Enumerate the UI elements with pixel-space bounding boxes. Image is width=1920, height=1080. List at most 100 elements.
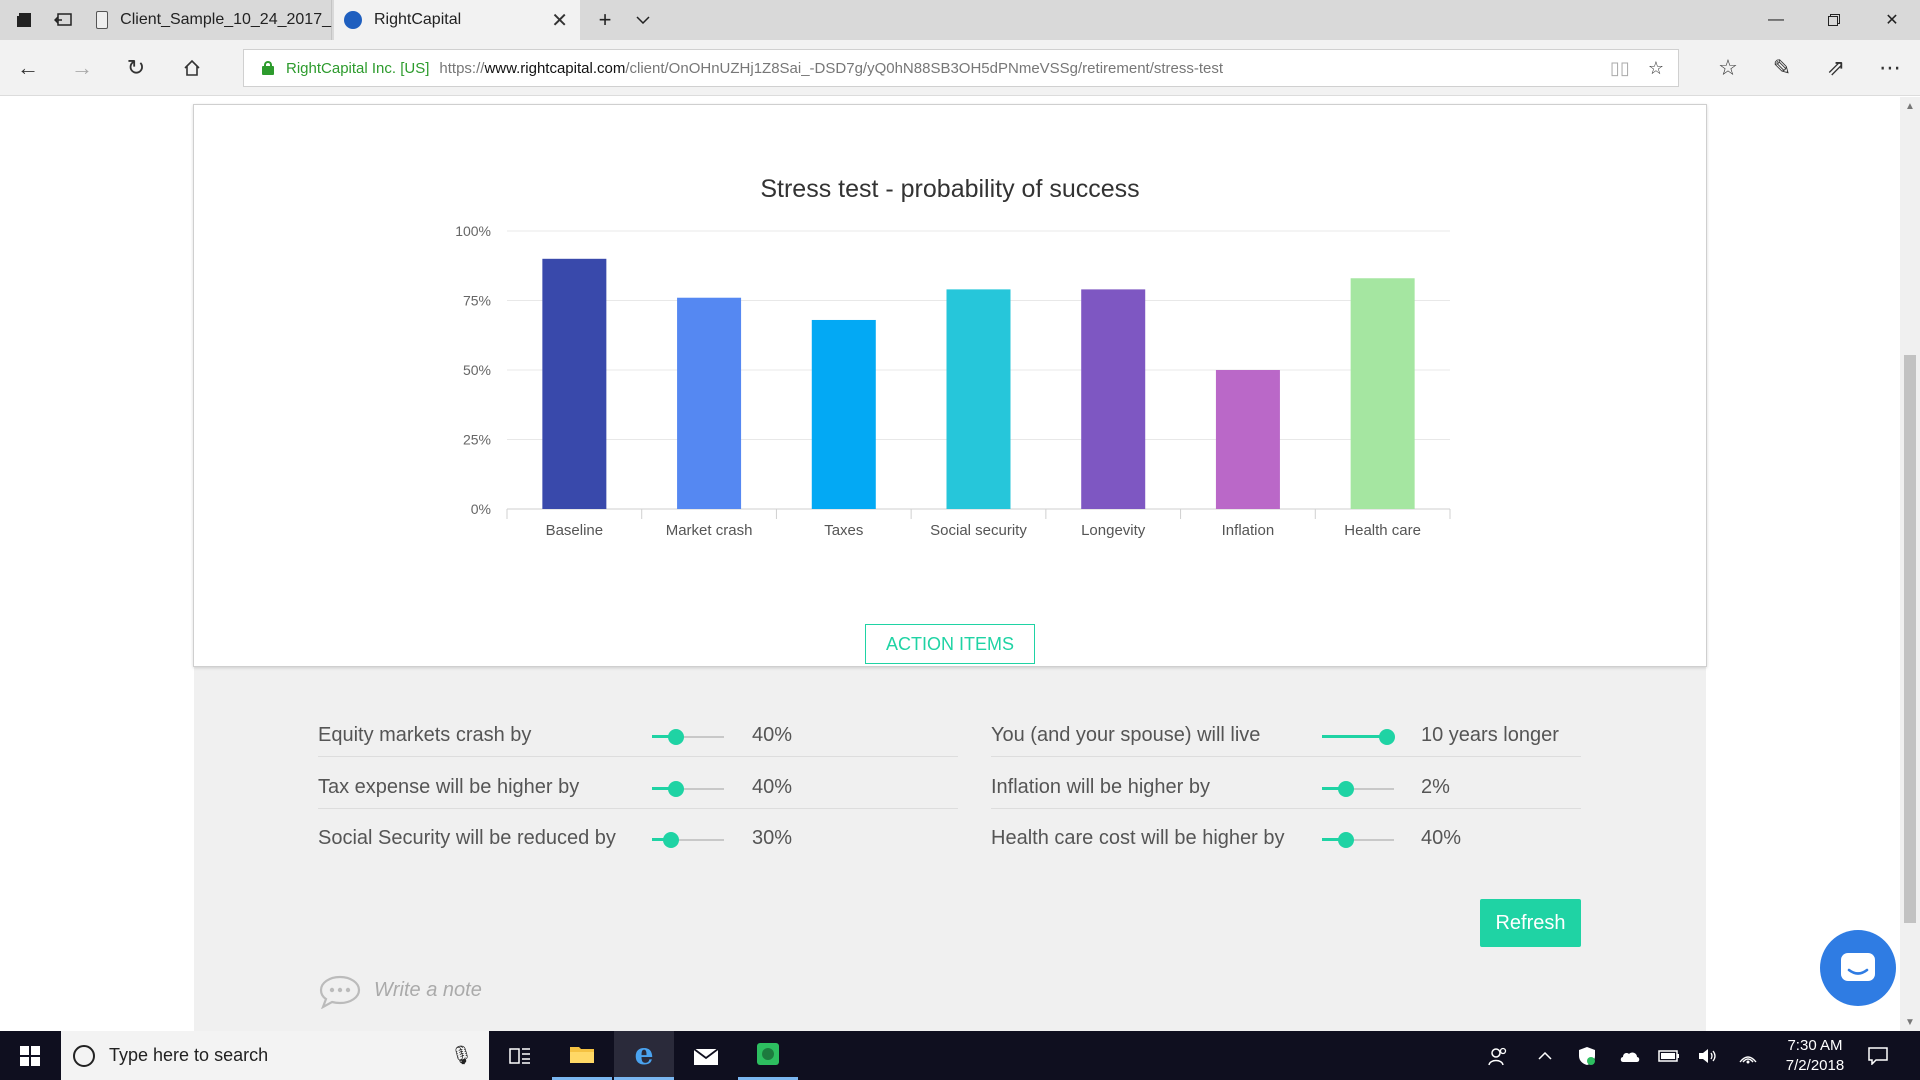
refresh-button[interactable]: Refresh [1480,899,1581,947]
web-note-icon[interactable]: ✎ [1772,55,1792,80]
favorites-hub-icon[interactable]: ☆ [1718,55,1738,80]
mail-icon[interactable] [676,1031,736,1080]
slider-knob[interactable] [1378,729,1395,745]
slider-label: Health care cost will be higher by [991,827,1285,849]
slider-track[interactable] [1322,839,1394,841]
page-scrollbar[interactable]: ▲ ▼ [1900,97,1920,1031]
taskbar-search[interactable]: Type here to search 🎙 [61,1031,489,1080]
scroll-thumb[interactable] [1904,355,1916,923]
slider-knob[interactable] [663,832,680,848]
slider-label: Tax expense will be higher by [318,776,580,798]
battery-icon[interactable] [1658,1031,1680,1080]
tab-title: Client_Sample_10_24_2017_ [120,11,331,28]
new-tab-icon[interactable]: + [598,7,612,32]
scroll-up-icon[interactable]: ▲ [1905,100,1915,112]
stress-slider[interactable] [1322,781,1394,797]
chart-title: Stress test - probability of success [760,175,1140,203]
rightcapital-favicon [344,11,362,29]
back-icon[interactable]: ← [17,55,39,80]
slider-value: 30% [752,827,793,849]
y-tick-label: 50% [463,362,491,378]
slider-track[interactable] [1322,788,1394,790]
close-tab-icon[interactable]: ✕ [551,9,568,32]
onedrive-icon[interactable] [1618,1031,1640,1080]
favorite-star-icon[interactable]: ☆ [1647,58,1664,78]
stress-slider[interactable] [1322,832,1394,848]
bar-inflation[interactable] [1215,370,1280,509]
clock-date: 7/2/2018 [1785,1057,1845,1074]
volume-icon[interactable] [1698,1031,1718,1080]
slider-fill [652,787,676,790]
set-aside-tabs-icon[interactable] [44,0,82,40]
slider-knob[interactable] [667,729,684,745]
url-scheme: https:// [439,59,485,77]
address-bar[interactable]: RightCapital Inc. [US] https://www.right… [243,49,1679,87]
close-window-icon[interactable]: ✕ [1885,12,1899,29]
tab-rightcapital[interactable]: RightCapital ✕ [334,0,580,40]
share-icon[interactable]: ⇗ [1826,55,1846,80]
url-path: /client/OnOHnUZHj1Z8Sai_-DSD7g/yQ0hN88SB… [625,59,1224,77]
row-divider [318,756,958,757]
y-tick-label: 25% [463,432,491,448]
slider-knob[interactable] [1337,832,1354,848]
bar-taxes[interactable] [811,319,876,509]
scroll-down-icon[interactable]: ▼ [1905,1016,1915,1028]
note-input[interactable]: Write a note [374,979,482,1001]
tab-actions-icon[interactable] [6,0,44,40]
bar-longevity[interactable] [1081,289,1146,509]
slider-knob[interactable] [1337,781,1354,797]
bar-social-security[interactable] [946,289,1011,509]
task-view-icon[interactable] [490,1031,550,1080]
wifi-icon[interactable] [1738,1031,1758,1080]
file-explorer-icon[interactable] [552,1031,612,1080]
x-category-label: Longevity [1081,522,1146,539]
security-shield-icon[interactable] [1578,1031,1596,1080]
slider-value: 10 years longer [1421,724,1559,746]
x-category-label: Inflation [1222,522,1275,539]
row-divider [991,808,1581,809]
windows-start-icon[interactable] [0,1031,60,1080]
microphone-icon[interactable]: 🎙 [450,1045,473,1065]
system-clock[interactable]: 7:30 AM 7/2/2018 [1768,1036,1862,1076]
y-tick-label: 100% [455,223,491,239]
minimize-icon[interactable]: — [1768,11,1784,28]
more-icon[interactable]: ⋯ [1879,55,1901,80]
tab-title: RightCapital [374,11,462,28]
stress-slider[interactable] [652,832,724,848]
stress-slider[interactable] [1322,729,1395,745]
edge-browser-icon[interactable]: e [614,1031,674,1080]
url-host: www.rightcapital.com [484,59,626,77]
home-icon[interactable] [174,50,210,86]
slider-track[interactable] [652,736,724,738]
chart-card: Stress test - probability of success 0% 2… [193,104,1707,667]
slider-knob[interactable] [667,781,684,797]
refresh-page-icon[interactable]: ↻ [126,55,146,80]
tab-client-sample[interactable]: Client_Sample_10_24_2017_ [86,0,332,40]
slider-track[interactable] [652,788,724,790]
slider-fill [652,735,676,738]
stress-slider[interactable] [652,729,724,745]
stress-slider[interactable] [652,781,724,797]
slider-label: Social Security will be reduced by [318,827,616,849]
action-items-button[interactable]: ACTION ITEMS [865,624,1035,664]
lock-icon [262,61,274,75]
bar-market-crash[interactable] [677,297,742,509]
x-category-label: Health care [1344,522,1421,539]
site-identity[interactable]: RightCapital Inc. [US] [286,59,430,77]
show-hidden-icons-icon[interactable] [1538,1031,1552,1080]
slider-fill [1322,735,1387,738]
clock-time: 7:30 AM [1787,1037,1843,1054]
action-center-icon[interactable] [1868,1031,1888,1080]
slider-track[interactable] [652,839,724,841]
restore-icon[interactable] [1806,0,1862,40]
evernote-icon[interactable] [738,1031,798,1080]
forward-icon[interactable]: → [71,55,93,80]
chevron-down-icon[interactable] [626,0,660,40]
chat-launcher-button[interactable] [1820,930,1896,1006]
people-icon[interactable] [1488,1031,1508,1080]
slider-value: 40% [752,724,793,746]
bar-health-care[interactable] [1350,278,1415,509]
reading-view-icon[interactable]: ▯▯ [1610,58,1630,78]
comment-icon [319,975,361,1014]
bar-baseline[interactable] [542,258,607,509]
